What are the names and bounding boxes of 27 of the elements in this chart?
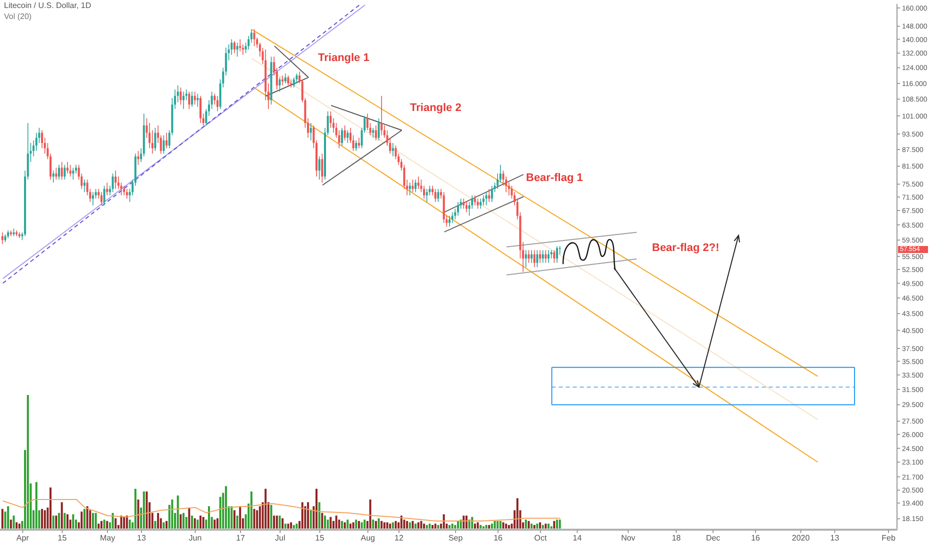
x-tick-label: Feb [882,534,896,543]
x-tick-label: Sep [448,534,464,543]
x-tick-label: Jul [275,534,286,543]
x-tick-label: Apr [16,534,30,543]
x-tick-label: 15 [58,534,68,543]
x-tick-label: May [100,534,116,543]
annotation: Triangle 1 [318,52,370,64]
x-tick-label: 13 [830,534,840,543]
x-tick-label: 17 [236,534,246,543]
x-tick-label: Nov [621,534,636,543]
x-tick-label: Oct [534,534,548,543]
x-tick-label: 14 [572,534,582,543]
x-tick-label: 18 [672,534,682,543]
x-tick-label: 13 [137,534,146,543]
x-tick-label: 16 [751,534,761,543]
chart-title: Litecoin / U.S. Dollar, 1D [4,1,92,10]
annotation: Bear-flag 1 [526,172,583,184]
x-tick-label: 12 [394,534,404,543]
x-tick-label: 16 [494,534,504,543]
x-tick-label: Aug [360,534,375,543]
x-tick-label: 15 [315,534,325,543]
x-tick-label: Dec [706,534,720,543]
x-tick-label: 2020 [792,534,810,543]
chart-title: Vol (20) [4,12,32,21]
x-tick-label: Jun [188,534,202,543]
annotation: Bear-flag 2?! [652,242,720,254]
annotation: Triangle 2 [410,102,462,114]
